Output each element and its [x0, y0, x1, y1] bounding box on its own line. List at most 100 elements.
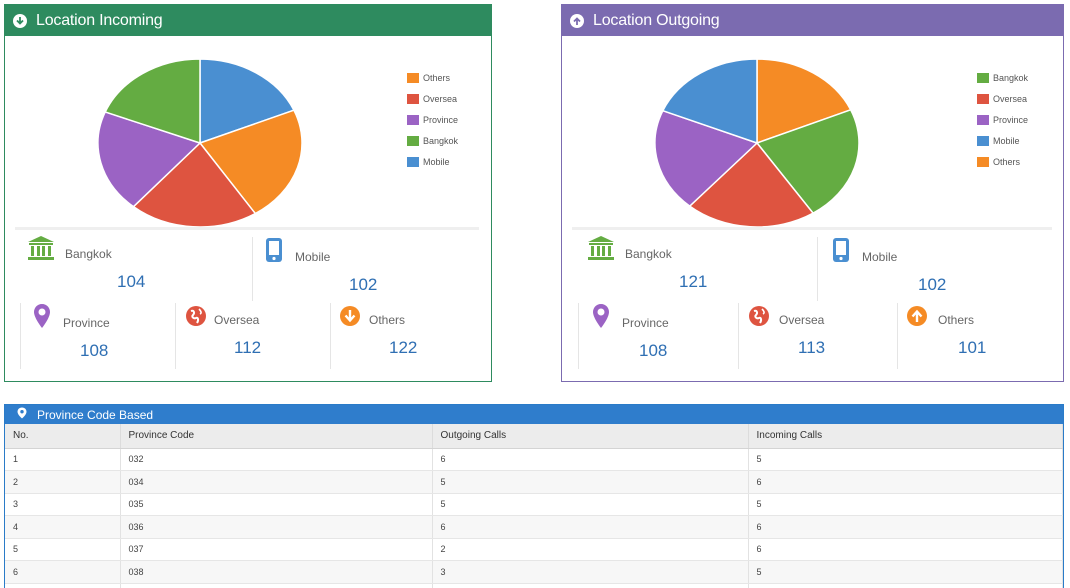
table-cell: 5 [432, 493, 749, 516]
legend-label: Others [993, 156, 1021, 167]
outgoing-legend: Bangkok Oversea Province Mobile Others [977, 67, 1028, 172]
pie-slice-oversea[interactable] [132, 141, 257, 228]
pie-slice-oversea[interactable] [688, 141, 815, 228]
arrow-down-circle-icon [339, 305, 361, 332]
table-cell: 6 [5, 560, 121, 584]
divider [817, 237, 818, 301]
province-code-header: Province Code Based [5, 405, 1063, 424]
table-title: Province Code Based [37, 407, 154, 422]
table-row[interactable]: 4 036 6 6 [5, 515, 1063, 539]
table-row[interactable]: 1 032 6 5 [5, 448, 1063, 471]
legend-label: Mobile [993, 135, 1020, 146]
table-cell: 5 [5, 538, 121, 561]
table-cell: 5 [748, 560, 1063, 584]
incoming-pie-chart [97, 58, 303, 228]
table-row[interactable]: 3 035 5 5 [5, 493, 1063, 516]
legend-label: Bangkok [423, 135, 459, 146]
table-cell: 036 [120, 515, 433, 539]
column-header[interactable]: No. [5, 424, 121, 449]
mobile-phone-icon [265, 237, 283, 268]
table-header-row: No. Province Code Outgoing Calls Incomin… [5, 424, 1063, 449]
table-cell: 5 [748, 493, 1063, 516]
stat-others-value: 101 [958, 338, 987, 357]
table-cell: 038 [120, 560, 433, 584]
legend-item: Province [977, 109, 1028, 130]
divider [20, 303, 21, 369]
table-cell [748, 583, 1063, 588]
table-cell: 2 [432, 538, 749, 561]
legend-item: Others [407, 67, 458, 88]
legend-label: Oversea [993, 93, 1028, 104]
column-header[interactable]: Outgoing Calls [432, 424, 749, 449]
legend-swatch [407, 93, 419, 104]
stat-oversea-value: 113 [798, 338, 826, 357]
legend-item: Province [407, 109, 458, 130]
legend-label: Province [423, 114, 459, 125]
pie-slice-mobile[interactable] [661, 58, 758, 145]
table-cell: 037 [120, 538, 433, 561]
legend-swatch [407, 156, 419, 167]
legend-item: Oversea [977, 88, 1028, 109]
legend-swatch [977, 114, 989, 125]
table-cell: 4 [5, 515, 121, 539]
legend-item: Mobile [977, 130, 1028, 151]
legend-swatch [977, 72, 989, 83]
arrow-up-circle-icon [570, 13, 584, 28]
table-cell: 6 [748, 538, 1063, 561]
bank-icon [587, 235, 615, 266]
legend-item: Others [977, 151, 1028, 172]
table-cell: 5 [432, 470, 749, 494]
table-cell: 5 [748, 448, 1063, 471]
panel-title: Location Incoming [36, 11, 163, 29]
divider [578, 303, 579, 369]
legend-swatch [977, 135, 989, 146]
legend-swatch [407, 135, 419, 146]
province-code-panel: Province Code Based No. Province Code Ou… [4, 404, 1064, 588]
map-marker-icon [33, 303, 51, 334]
pie-slice-bangkok[interactable] [104, 58, 201, 145]
column-header[interactable]: Incoming Calls [748, 424, 1063, 449]
outgoing-pie-chart [654, 58, 860, 228]
location-outgoing-panel: Location Outgoing Bangkok Oversea Provin… [561, 4, 1064, 382]
stat-province-value: 108 [80, 341, 109, 360]
pie-slice-bangkok[interactable] [755, 108, 860, 215]
stat-mobile-value: 102 [349, 275, 378, 294]
table-cell: 1 [5, 448, 121, 471]
pie-slice-others[interactable] [756, 58, 852, 145]
stat-others-label: Others [369, 313, 406, 327]
arrow-up-circle-icon [906, 305, 928, 332]
stat-mobile-label: Mobile [862, 250, 898, 264]
stat-bangkok-value: 104 [117, 272, 146, 291]
map-marker-icon [592, 303, 610, 334]
location-incoming-header: Location Incoming [5, 5, 491, 36]
table-cell: 032 [120, 448, 433, 471]
globe-icon [748, 305, 770, 332]
legend-item: Oversea [407, 88, 458, 109]
table-cell [432, 583, 749, 588]
table-cell [5, 583, 121, 588]
divider [15, 227, 479, 230]
stat-bangkok-label: Bangkok [65, 247, 112, 261]
legend-label: Mobile [423, 156, 450, 167]
table-row[interactable]: 5 037 2 6 [5, 538, 1063, 561]
divider [252, 237, 253, 301]
table-cell: 6 [748, 470, 1063, 494]
stat-others-label: Others [938, 313, 975, 327]
table-cell: 3 [5, 493, 121, 516]
pie-slice-mobile[interactable] [199, 58, 295, 145]
legend-swatch [977, 93, 989, 104]
location-outgoing-header: Location Outgoing [562, 5, 1063, 36]
pie-slice-province[interactable] [97, 111, 202, 208]
column-header[interactable]: Province Code [120, 424, 433, 449]
table-row[interactable]: 2 034 5 6 [5, 470, 1063, 494]
stat-oversea-label: Oversea [214, 313, 260, 327]
table-row[interactable]: 6 038 3 5 [5, 560, 1063, 584]
divider [330, 303, 331, 369]
table-cell: 6 [748, 515, 1063, 539]
table-row[interactable] [5, 583, 1063, 588]
stat-mobile-value: 102 [918, 275, 947, 294]
stat-province-value: 108 [639, 341, 668, 360]
legend-item: Bangkok [977, 67, 1028, 88]
table-cell: 035 [120, 493, 433, 516]
pie-slice-others[interactable] [198, 109, 303, 215]
